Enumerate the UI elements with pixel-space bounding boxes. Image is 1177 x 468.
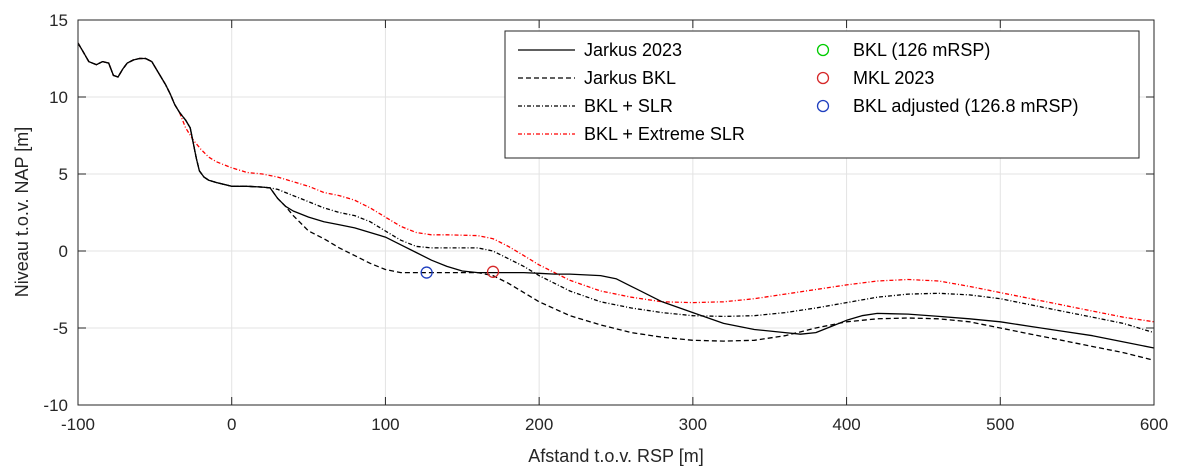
legend-label-3: BKL + Extreme SLR <box>584 124 745 144</box>
x-tick-label: 300 <box>679 415 707 434</box>
y-tick-label: 15 <box>49 11 68 30</box>
legend-label-0: Jarkus 2023 <box>584 40 682 60</box>
x-axis-label: Afstand t.o.v. RSP [m] <box>528 446 703 466</box>
x-tick-label: 500 <box>986 415 1014 434</box>
x-tick-label: 400 <box>832 415 860 434</box>
x-tick-label: 100 <box>371 415 399 434</box>
legend-marker-1 <box>816 71 830 85</box>
legend-box <box>504 30 1140 159</box>
series-line-3 <box>77 42 1155 323</box>
legend-label-2: BKL + SLR <box>584 96 673 116</box>
series-layer <box>77 42 1155 361</box>
plot-frame <box>77 19 1155 406</box>
axis-ticks: -100 0 100 200 300 400 500 600 -10 -5 0 5 10 15 <box>43 11 1168 434</box>
legend-marker-label-0: BKL (126 mRSP) <box>853 40 990 60</box>
marker-point-2 <box>420 266 433 279</box>
y-tick-label: 0 <box>59 242 68 261</box>
marker-point-1 <box>486 265 500 278</box>
legend: Jarkus 2023 Jarkus BKL BKL + SLR BKL + Extr… <box>504 30 1140 159</box>
x-tick-label: 600 <box>1140 415 1168 434</box>
y-tick-label: 5 <box>59 165 68 184</box>
legend-marker-0 <box>816 43 830 57</box>
x-tick-label: 0 <box>227 415 236 434</box>
y-axis-label: Niveau t.o.v. NAP [m] <box>12 127 32 297</box>
legend-marker-label-2: BKL adjusted (126.8 mRSP) <box>853 96 1078 116</box>
x-tick-label: 200 <box>525 415 553 434</box>
y-tick-label: -5 <box>53 319 68 338</box>
x-tick-label: -100 <box>61 415 95 434</box>
marker-layer <box>420 265 500 279</box>
legend-label-1: Jarkus BKL <box>584 68 676 88</box>
y-tick-label: 10 <box>49 88 68 107</box>
legend-marker-label-1: MKL 2023 <box>853 68 934 88</box>
y-tick-label: -10 <box>43 396 68 415</box>
series-line-0 <box>77 42 1155 349</box>
legend-marker-2 <box>816 99 830 113</box>
series-line-1 <box>77 42 1155 361</box>
